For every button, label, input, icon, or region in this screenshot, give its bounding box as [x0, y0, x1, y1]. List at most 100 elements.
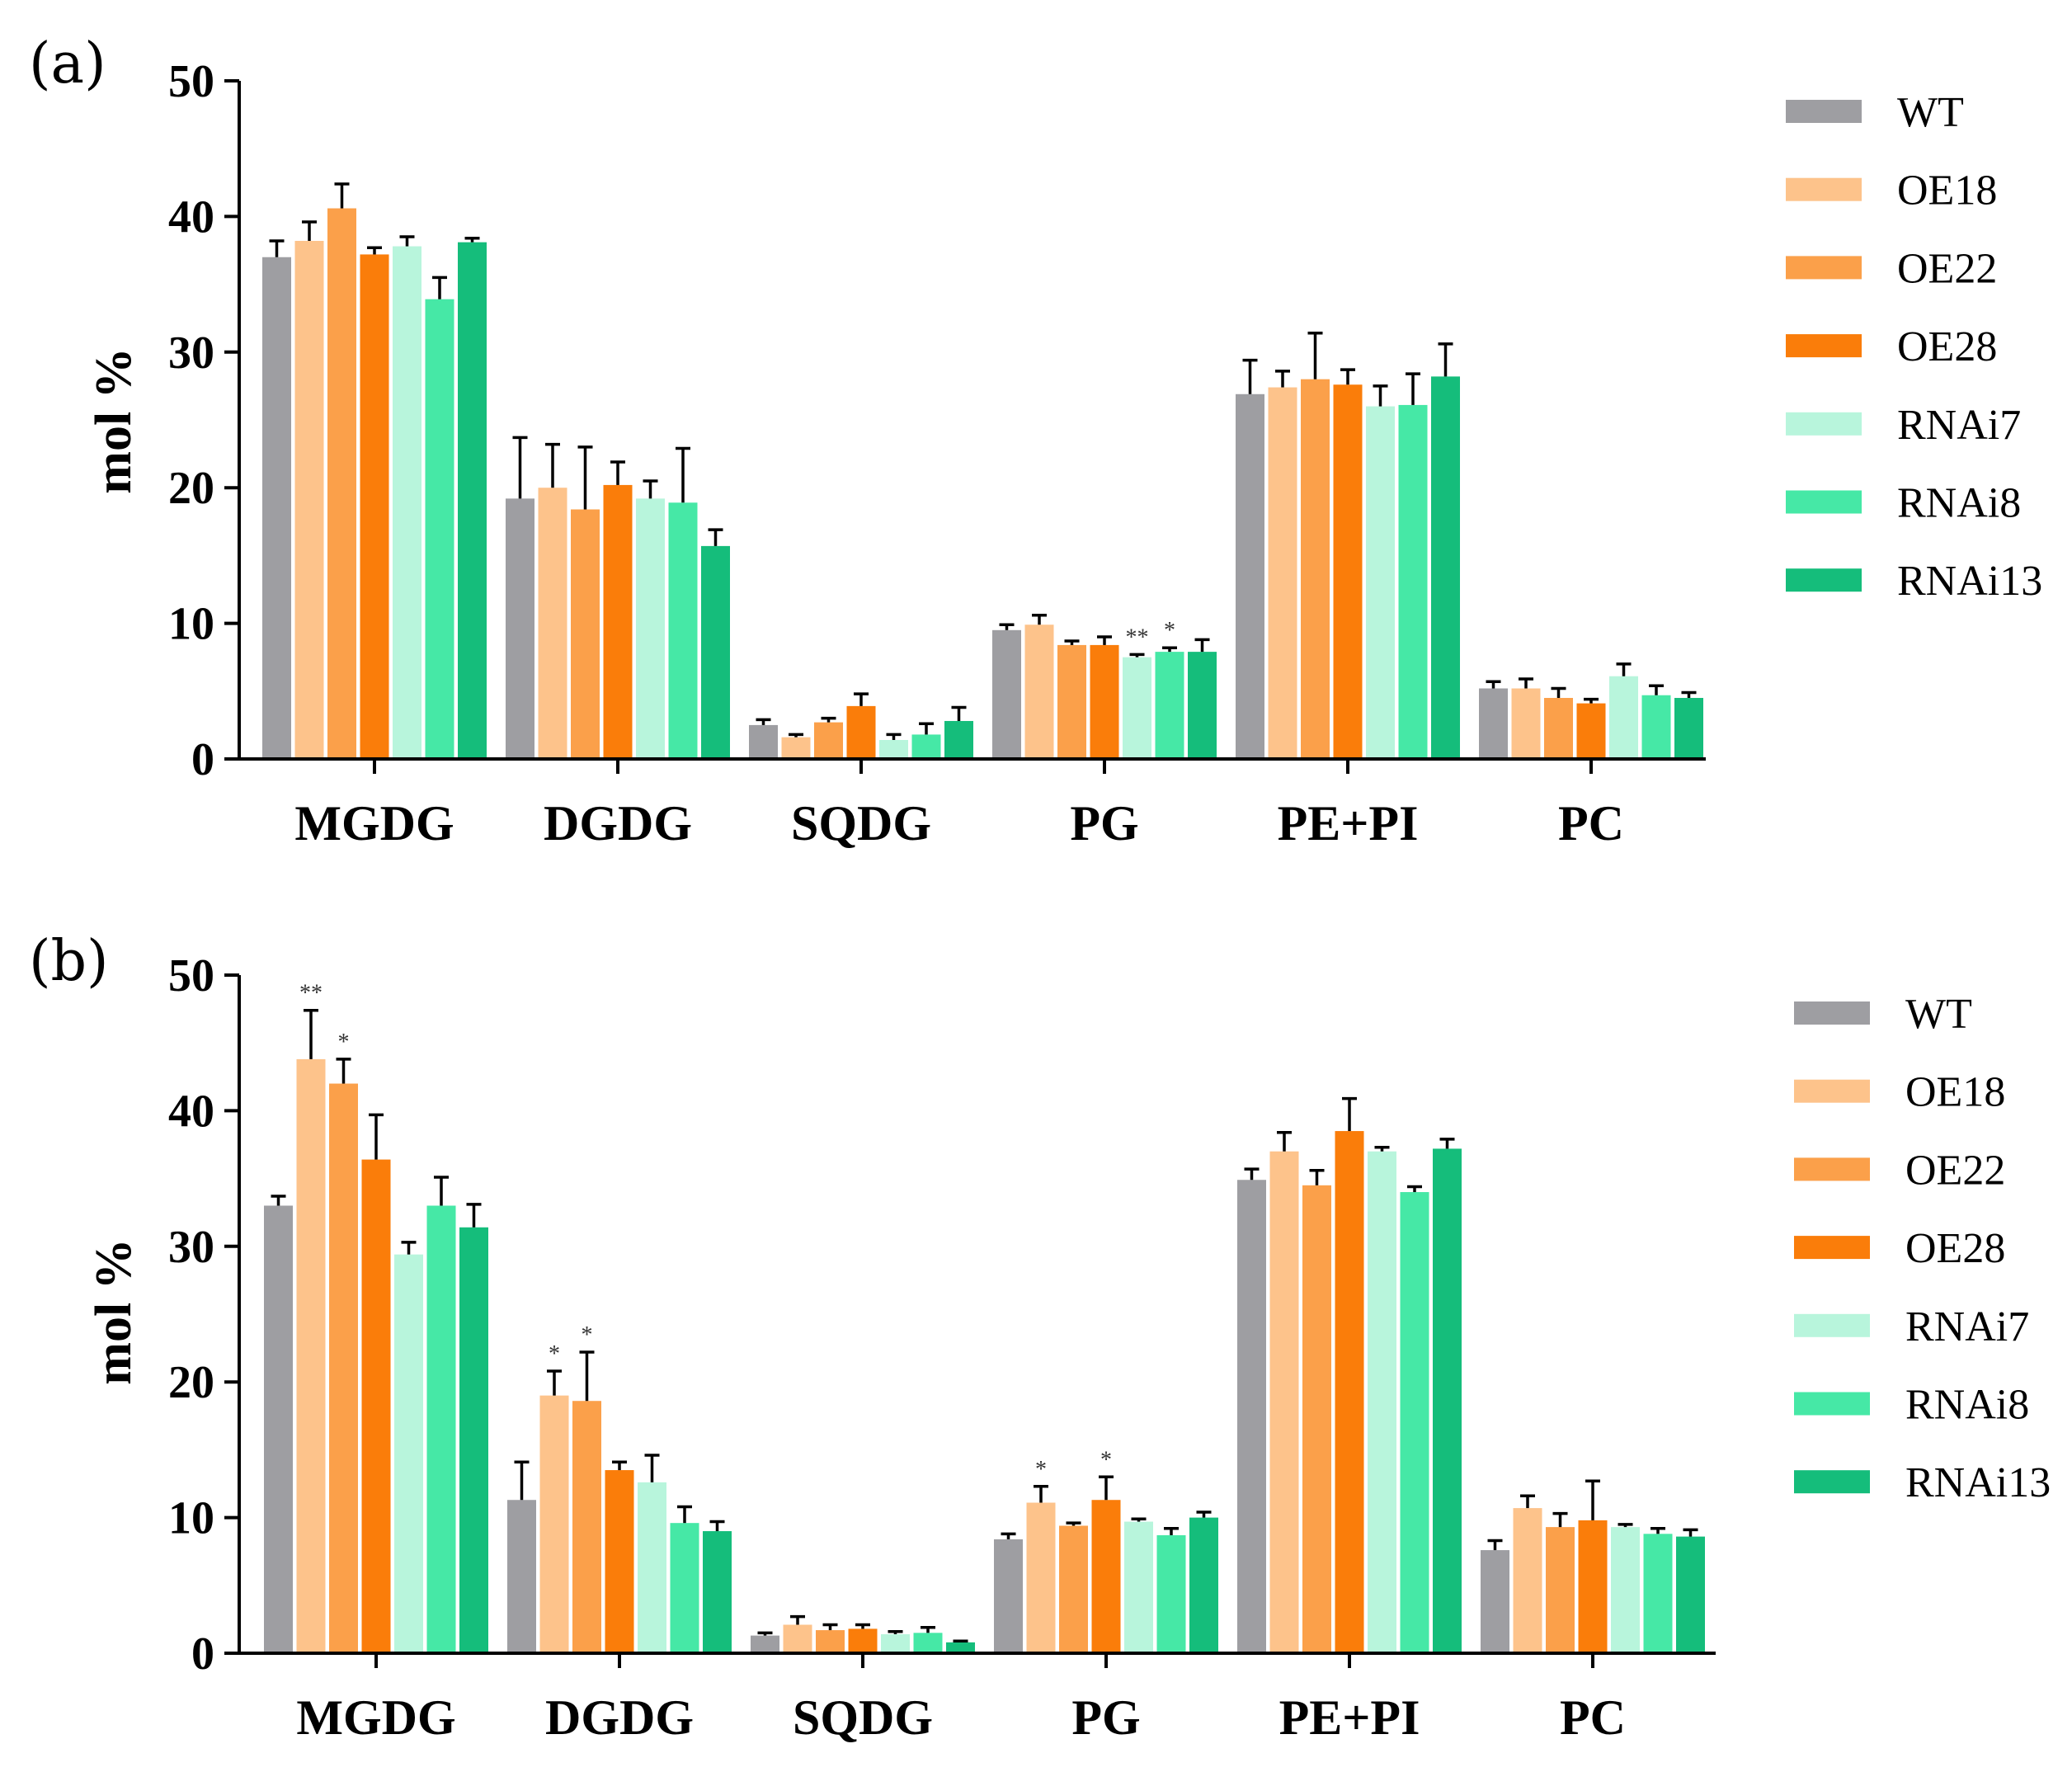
pa-bar-PC-OE18 — [1511, 688, 1541, 759]
pa-bar-MGDG-RNAi7 — [393, 246, 421, 759]
pb-bar-DGDG-OE22 — [572, 1401, 601, 1653]
pb-legend-label-OE28: OE28 — [1905, 1225, 2005, 1272]
pa-bar-DGDG-RNAi13 — [701, 545, 730, 759]
pa-bar-MGDG-WT — [262, 257, 291, 760]
pb-bar-PG-WT — [994, 1539, 1023, 1653]
pb-bar-SQDG-RNAi13 — [946, 1642, 975, 1653]
pb-y-tick-label-10: 10 — [168, 1493, 214, 1544]
pa-legend-label-RNAi8: RNAi8 — [1897, 480, 2021, 527]
pb-x-category-label-SQDG: SQDG — [793, 1690, 933, 1745]
pa-bar-MGDG-RNAi8 — [425, 299, 454, 760]
pa-bar-DGDG-OE18 — [538, 488, 567, 759]
pb-significance-PG-OE18: * — [1035, 1457, 1047, 1482]
pa-bar-SQDG-OE22 — [814, 722, 843, 759]
pb-bar-SQDG-RNAi8 — [913, 1633, 943, 1653]
pa-x-category-label-PC: PC — [1558, 796, 1624, 851]
pb-bar-MGDG-RNAi13 — [459, 1227, 488, 1653]
pb-bar-SQDG-OE28 — [848, 1628, 878, 1653]
pb-bar-DGDG-OE18 — [539, 1395, 569, 1653]
pb-bar-PE+PI-OE22 — [1302, 1185, 1331, 1653]
pb-bar-PE+PI-RNAi13 — [1433, 1148, 1462, 1653]
pb-bar-PC-RNAi13 — [1676, 1536, 1705, 1653]
pa-bar-SQDG-OE18 — [781, 737, 811, 759]
panel-b-label: (b) — [29, 929, 109, 994]
pb-y-tick-label-20: 20 — [168, 1357, 214, 1408]
pb-bar-MGDG-OE28 — [361, 1159, 391, 1653]
pa-bar-PG-OE28 — [1090, 644, 1119, 759]
pb-legend-label-WT: WT — [1905, 991, 1972, 1038]
pa-bar-MGDG-OE22 — [327, 208, 356, 759]
pb-bar-MGDG-WT — [264, 1205, 293, 1653]
pa-legend-label-RNAi7: RNAi7 — [1897, 402, 2021, 449]
pa-bar-DGDG-OE22 — [571, 509, 600, 759]
pa-x-category-label-SQDG: SQDG — [791, 796, 931, 851]
pa-y-tick-label-50: 50 — [168, 56, 214, 107]
pa-y-tick-label-30: 30 — [168, 328, 214, 379]
pa-legend-label-RNAi13: RNAi13 — [1897, 558, 2042, 605]
pb-bar-MGDG-RNAi7 — [394, 1254, 423, 1653]
pb-bar-PC-OE18 — [1513, 1508, 1542, 1653]
pa-y-tick-label-10: 10 — [168, 599, 214, 650]
pb-x-category-label-PG: PG — [1071, 1690, 1140, 1745]
pa-bar-PG-RNAi8 — [1155, 652, 1184, 759]
pb-bar-PG-RNAi7 — [1124, 1521, 1153, 1653]
pb-legend-label-OE18: OE18 — [1905, 1069, 2005, 1116]
pa-legend-swatch-OE22 — [1786, 256, 1862, 280]
pa-bar-PE+PI-OE22 — [1301, 379, 1330, 759]
pb-bar-PC-RNAi7 — [1611, 1527, 1640, 1653]
pa-bar-PC-OE28 — [1576, 703, 1606, 759]
pa-bar-PG-RNAi13 — [1188, 652, 1217, 759]
pb-significance-MGDG-OE22: * — [338, 1030, 350, 1055]
pb-y-tick-label-30: 30 — [168, 1222, 214, 1273]
pb-bar-PC-OE22 — [1546, 1527, 1575, 1653]
pb-bar-PG-OE22 — [1059, 1525, 1088, 1653]
pb-significance-DGDG-OE18: * — [549, 1341, 560, 1367]
panel-a-y-axis-title: mol % — [86, 347, 142, 493]
pa-bar-PC-RNAi7 — [1609, 676, 1638, 759]
pb-bar-MGDG-OE22 — [329, 1083, 358, 1653]
pa-significance-PG-RNAi7: ** — [1126, 624, 1149, 650]
pb-bar-PE+PI-RNAi7 — [1368, 1151, 1396, 1653]
pa-bar-PG-WT — [992, 629, 1021, 759]
pa-legend-swatch-RNAi13 — [1786, 568, 1862, 592]
pb-legend-label-OE22: OE22 — [1905, 1147, 2005, 1194]
pb-y-tick-label-50: 50 — [168, 950, 214, 1001]
pb-bar-PG-RNAi8 — [1156, 1534, 1186, 1653]
pa-x-category-label-PG: PG — [1070, 796, 1138, 851]
pa-legend-swatch-RNAi8 — [1786, 490, 1862, 514]
pa-bar-PE+PI-OE28 — [1333, 384, 1363, 759]
pb-x-category-label-MGDG: MGDG — [296, 1690, 455, 1745]
pa-legend-swatch-OE28 — [1786, 334, 1862, 358]
pa-bar-SQDG-RNAi13 — [944, 720, 973, 759]
pa-legend-swatch-RNAi7 — [1786, 412, 1862, 436]
panel-b-y-axis-title: mol % — [86, 1238, 142, 1384]
pa-bar-PE+PI-RNAi7 — [1366, 406, 1395, 759]
pb-bar-PE+PI-WT — [1237, 1180, 1266, 1653]
pa-legend: WT OE18 OE22 OE28 RNAi7 RNAi8 RNAi13 — [1786, 89, 2042, 605]
pb-x-category-label-PC: PC — [1560, 1690, 1626, 1745]
pb-bar-DGDG-OE28 — [605, 1470, 634, 1653]
pb-legend-label-RNAi7: RNAi7 — [1905, 1303, 2029, 1350]
pb-significance-MGDG-OE18: ** — [299, 981, 323, 1006]
pb-legend-swatch-OE22 — [1794, 1157, 1870, 1181]
pa-legend-swatch-WT — [1786, 100, 1862, 123]
pb-bar-PC-OE28 — [1578, 1520, 1608, 1653]
pa-y-tick-label-20: 20 — [168, 463, 214, 514]
pb-legend: WT OE18 OE22 OE28 RNAi7 RNAi8 RNAi13 — [1794, 991, 2051, 1506]
pa-bar-PC-RNAi8 — [1641, 695, 1671, 759]
pa-legend-label-WT: WT — [1897, 89, 1964, 136]
pb-y-tick-label-0: 0 — [191, 1628, 214, 1680]
pa-bar-MGDG-OE18 — [294, 240, 324, 759]
pb-significance-PG-OE28: * — [1100, 1447, 1112, 1473]
pb-bar-DGDG-WT — [507, 1500, 536, 1653]
pb-bar-PC-RNAi8 — [1643, 1534, 1673, 1653]
pb-legend-swatch-OE18 — [1794, 1079, 1870, 1103]
pa-x-category-label-DGDG: DGDG — [544, 796, 692, 851]
pb-bar-SQDG-OE18 — [783, 1624, 812, 1653]
pa-bar-DGDG-WT — [506, 498, 534, 759]
pb-bar-PG-OE28 — [1091, 1500, 1121, 1653]
pa-bar-PG-RNAi7 — [1123, 657, 1151, 759]
pb-legend-swatch-RNAi13 — [1794, 1470, 1870, 1494]
